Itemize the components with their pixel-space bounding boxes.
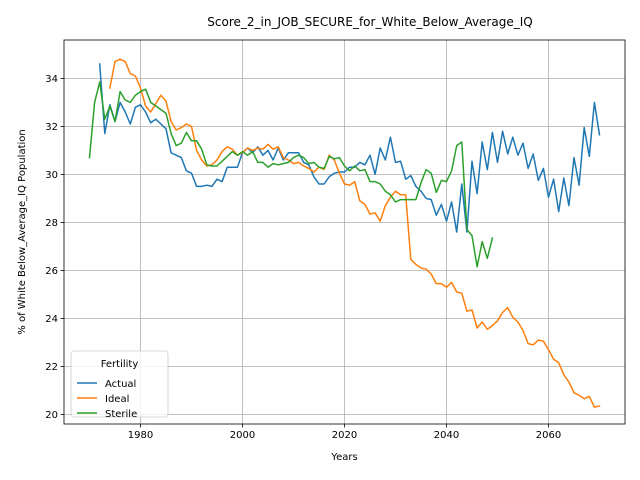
legend-label-ideal: Ideal [105, 394, 129, 405]
x-axis: 1980 2000 2020 2040 2060 [128, 424, 561, 441]
series-line-actual [98, 63, 601, 233]
legend-label-sterile: Sterile [105, 409, 137, 420]
series-layer [88, 58, 601, 408]
y-tick-label: 20 [45, 410, 58, 421]
y-tick-label: 30 [45, 170, 58, 181]
legend-items: Actual Ideal Sterile [77, 379, 137, 420]
y-tick-label: 28 [45, 218, 58, 229]
x-tick-label: 2040 [434, 430, 459, 441]
x-tick-label: 1980 [128, 430, 153, 441]
grid [64, 40, 625, 424]
x-axis-title: Years [330, 452, 357, 463]
legend: Fertility Actual Ideal Sterile [70, 350, 169, 420]
x-tick-label: 2020 [332, 430, 357, 441]
y-tick-label: 24 [45, 314, 58, 325]
x-tick-label: 2000 [230, 430, 255, 441]
legend-box [70, 350, 169, 418]
y-tick-label: 26 [45, 266, 58, 277]
y-axis-title: % of White Below_Average_IQ Population [17, 129, 28, 334]
y-tick-label: 34 [45, 74, 58, 85]
legend-title: Fertility [101, 359, 139, 370]
series-line-ideal [109, 58, 601, 408]
y-tick-label: 22 [45, 362, 58, 373]
chart-title: Score_2_in_JOB_SECURE_for_White_Below_Av… [207, 15, 532, 29]
x-tick-label: 2060 [536, 430, 561, 441]
series-line-sterile [88, 81, 494, 268]
y-tick-label: 32 [45, 122, 58, 133]
legend-label-actual: Actual [105, 379, 136, 390]
y-axis: 20 22 24 26 28 30 32 34 [45, 74, 64, 421]
